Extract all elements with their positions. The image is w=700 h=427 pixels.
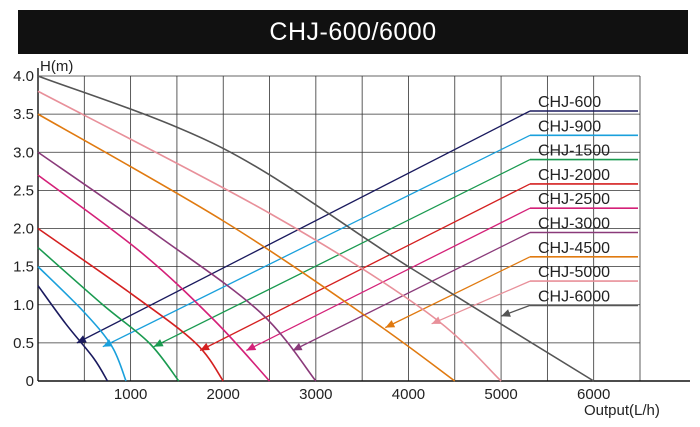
legend-label: CHJ-4500 bbox=[538, 240, 610, 257]
series-line-chj-2500 bbox=[37, 174, 271, 382]
series-line-chj-6000 bbox=[37, 75, 595, 382]
legend-label: CHJ-3000 bbox=[538, 216, 610, 233]
legend-label: CHJ-2000 bbox=[538, 167, 610, 184]
x-tick-label: 4000 bbox=[392, 386, 425, 403]
y-tick-label: 0.5 bbox=[13, 335, 34, 352]
series-line-chj-4500 bbox=[37, 113, 456, 382]
y-tick-label: 2.0 bbox=[13, 221, 34, 238]
series-line-chj-2000 bbox=[37, 227, 224, 382]
series-line-chj-1500 bbox=[37, 246, 180, 382]
legend-arrowhead bbox=[385, 320, 396, 328]
y-tick-label: 3.0 bbox=[13, 144, 34, 161]
legend-arrowhead bbox=[501, 309, 511, 317]
legend-arrowhead bbox=[292, 342, 303, 351]
x-tick-label: 3000 bbox=[299, 386, 332, 403]
y-tick-label: 2.5 bbox=[13, 182, 34, 199]
legend-arrowhead bbox=[246, 342, 257, 351]
y-tick-label: 1.5 bbox=[13, 259, 34, 276]
legend-arrowhead bbox=[76, 335, 87, 343]
y-tick-label: 0 bbox=[26, 373, 34, 390]
legend-label: CHJ-5000 bbox=[538, 264, 610, 281]
y-tick-label: 4.0 bbox=[13, 68, 34, 85]
legend-leader-line bbox=[292, 231, 531, 352]
legend-label: CHJ-1500 bbox=[538, 143, 610, 160]
y-tick-label: 3.5 bbox=[13, 106, 34, 123]
legend-label: CHJ-6000 bbox=[538, 288, 610, 305]
legend-leader-line bbox=[246, 207, 531, 352]
legend-leader-line bbox=[199, 183, 531, 352]
x-tick-label: 2000 bbox=[207, 386, 240, 403]
legend-leader-line bbox=[76, 110, 531, 344]
x-tick-label: 6000 bbox=[577, 386, 610, 403]
legend-arrowhead bbox=[102, 339, 113, 347]
legend-arrowhead bbox=[153, 339, 164, 347]
legend-label: CHJ-900 bbox=[538, 118, 601, 135]
y-tick-label: 1.0 bbox=[13, 297, 34, 314]
chart-title: CHJ-600/6000 bbox=[18, 10, 688, 54]
legend-leader-line bbox=[431, 280, 531, 325]
x-tick-label: 5000 bbox=[484, 386, 517, 403]
series-lines bbox=[37, 75, 595, 382]
y-axis-label: H(m) bbox=[40, 58, 73, 75]
x-axis-label: Output(L/h) bbox=[584, 402, 660, 419]
legend: CHJ-600 CHJ-900 CHJ-1500 CHJ-2000 CHJ-2500 CH… bbox=[530, 94, 638, 307]
legend-arrowhead bbox=[431, 316, 442, 324]
series-line-chj-900 bbox=[37, 266, 127, 382]
legend-leader-line bbox=[153, 159, 531, 348]
x-tick-label: 1000 bbox=[114, 386, 147, 403]
series-line-chj-5000 bbox=[37, 90, 502, 382]
legend-label: CHJ-600 bbox=[538, 94, 601, 111]
series-line-chj-3000 bbox=[37, 151, 317, 382]
legend-leader-line bbox=[385, 256, 531, 329]
legend-arrowhead bbox=[200, 342, 210, 351]
axes: 0 0.5 1.0 1.5 2.0 2.5 3.0 3.5 4.0 1000 2000 3000 400… bbox=[13, 68, 690, 403]
grid bbox=[38, 75, 641, 381]
legend-label: CHJ-2500 bbox=[538, 191, 610, 208]
